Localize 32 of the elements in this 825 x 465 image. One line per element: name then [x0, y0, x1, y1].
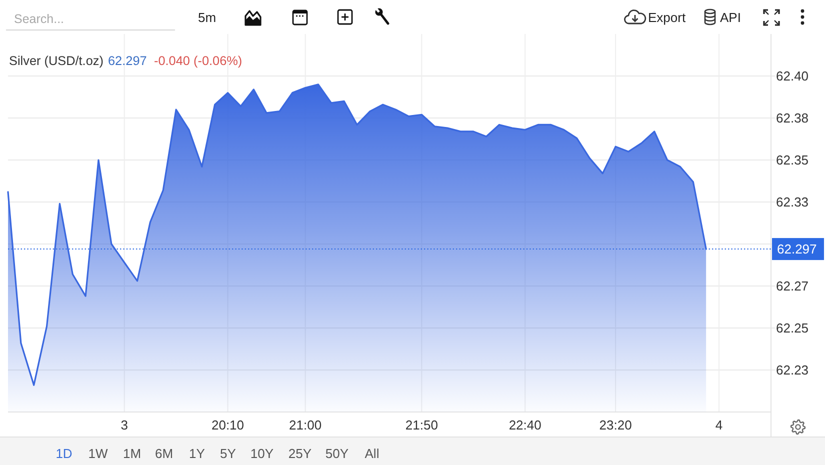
annotation: 62.297 [108, 54, 147, 68]
text: 50Y [325, 446, 349, 461]
y-tick-label: 62.27 [776, 278, 809, 294]
text: API [720, 10, 741, 25]
y-tick-label: 62.35 [776, 152, 809, 168]
x-tick-label: 3 [120, 418, 128, 433]
text: 5m [198, 10, 216, 25]
text: 1M [122, 446, 142, 461]
text: Search... [14, 12, 64, 26]
text: 1Y [189, 446, 206, 461]
text: 6M [154, 446, 174, 461]
text: Silver (USD/t.oz) [9, 54, 104, 68]
text: 1W [88, 446, 108, 461]
text: 10Y [250, 446, 274, 461]
annotation: -0.040 (-0.06%) [154, 54, 242, 68]
y-tick-label: 62.25 [776, 320, 809, 336]
text: Export [648, 10, 686, 25]
ref-line-label: 62.297 [777, 242, 817, 257]
x-tick-label: 4 [715, 418, 723, 433]
x-tick-label: 21:50 [405, 418, 438, 433]
text: All [364, 446, 380, 461]
y-tick-label: 62.40 [776, 68, 809, 84]
x-tick-label: 23:20 [599, 418, 632, 433]
text: 25Y [288, 446, 312, 461]
text: 5Y [220, 446, 236, 461]
text: 1D [56, 446, 72, 461]
x-tick-label: 22:40 [508, 418, 542, 433]
x-tick-label: 20:10 [211, 418, 244, 433]
x-tick-label: 21:00 [289, 418, 322, 433]
y-tick-label: 62.38 [776, 110, 809, 126]
y-tick-label: 62.33 [776, 194, 809, 210]
y-tick-label: 62.23 [776, 362, 809, 378]
